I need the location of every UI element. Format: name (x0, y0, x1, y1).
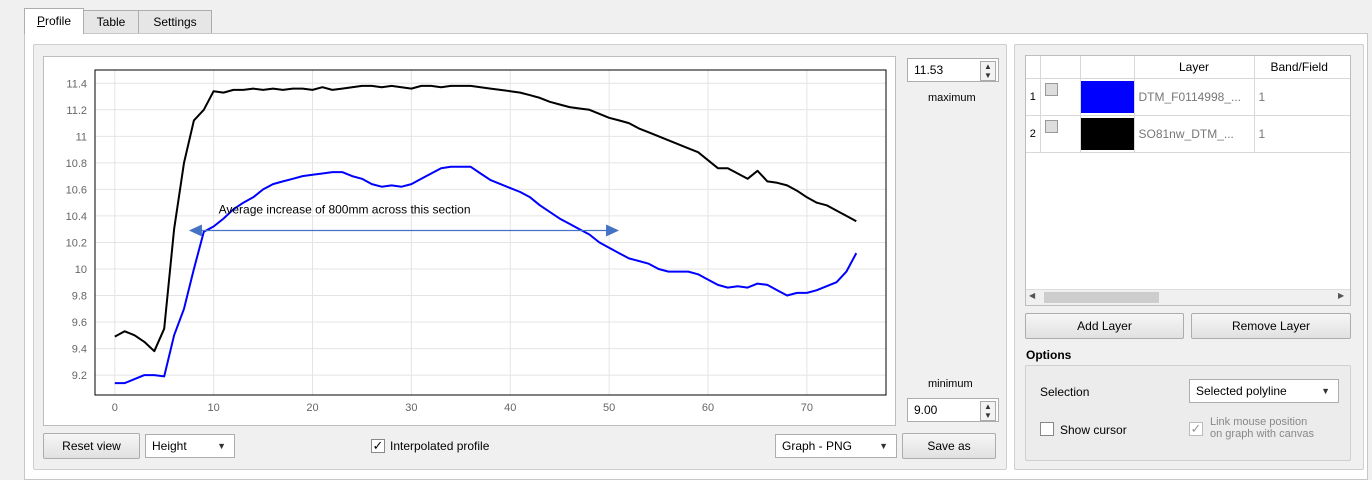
y-tick-label: 9.6 (72, 317, 87, 329)
layer-color-swatch[interactable] (1080, 81, 1134, 113)
x-tick-label: 20 (306, 402, 318, 414)
selection-label: Selection (1040, 385, 1090, 399)
selection-combo[interactable]: Selected polyline ▼ (1189, 379, 1339, 403)
y-tick-label: 9.8 (72, 291, 87, 303)
y-tick-label: 10.4 (66, 211, 87, 223)
link-mouse-label: Link mouse position on graph with canvas (1210, 416, 1314, 440)
header-color (1079, 56, 1135, 79)
y-tick-label: 11.4 (66, 78, 87, 90)
interpolated-profile-label: Interpolated profile (390, 439, 490, 453)
header-corner (1026, 56, 1041, 79)
visibility-checkbox[interactable] (1044, 83, 1058, 96)
row-index: 2 (1026, 115, 1041, 153)
spin-arrows-icon[interactable]: ▲ ▼ (980, 401, 996, 421)
horizontal-scrollbar[interactable]: ◀ ▶ (1026, 289, 1350, 305)
tab-profile[interactable]: Profile (24, 8, 84, 34)
x-tick-label: 0 (112, 402, 118, 414)
visibility-cell (1039, 78, 1081, 116)
checkmark-icon: ✓ (1190, 421, 1202, 436)
remove-layer-button[interactable]: Remove Layer (1191, 313, 1351, 339)
height-combo-value: Height (152, 439, 187, 453)
scroll-right-icon[interactable]: ▶ (1338, 291, 1345, 300)
y-tick-label: 10.2 (66, 237, 87, 249)
row-index: 1 (1026, 78, 1041, 116)
scroll-left-icon[interactable]: ◀ (1029, 291, 1036, 300)
visibility-cell (1039, 115, 1081, 153)
options-title: Options (1026, 348, 1072, 362)
maximum-label: maximum (928, 92, 976, 104)
x-tick-label: 30 (405, 402, 417, 414)
layer-name: SO81nw_DTM_... (1133, 115, 1255, 153)
y-tick-label: 10 (75, 264, 87, 276)
interpolated-profile-checkbox[interactable]: ✓ (371, 439, 385, 453)
color-cell[interactable] (1079, 115, 1135, 153)
height-combo[interactable]: Height ▼ (145, 434, 235, 458)
plot-canvas[interactable]: 11.4 11.2 11 10.8 10.6 10.4 10.2 10 9.8 9.6 9.4 9.2… (43, 56, 896, 426)
y-tick-label: 9.4 (72, 344, 87, 356)
minimum-spinbox[interactable]: 9.00 ▲ ▼ (907, 398, 999, 422)
layer-row[interactable]: 2 SO81nw_DTM_... 1 (1026, 115, 1350, 153)
layer-name: DTM_F0114998_... (1133, 78, 1255, 116)
spin-arrows-icon[interactable]: ▲ ▼ (980, 61, 996, 81)
plot-frame (94, 69, 887, 396)
show-cursor-checkbox[interactable] (1040, 422, 1054, 436)
tab-table-label: Table (96, 15, 126, 29)
chevron-down-icon: ▼ (1321, 386, 1330, 396)
series-blue-line (114, 165, 858, 385)
checkmark-icon: ✓ (372, 438, 384, 453)
tab-profile-mnemonic: P (36, 14, 45, 28)
y-tick-label: 11 (76, 131, 87, 143)
visibility-checkbox[interactable] (1044, 120, 1058, 133)
selection-combo-value: Selected polyline (1196, 384, 1287, 398)
y-tick-label: 9.2 (72, 370, 87, 382)
link-mouse-line1: Link mouse position (1210, 416, 1308, 428)
export-format-value: Graph - PNG (782, 439, 853, 453)
annotation-text: Average increase of 800mm across this se… (219, 202, 471, 216)
x-tick-label: 70 (801, 402, 813, 414)
profile-plot[interactable]: 11.4 11.2 11 10.8 10.6 10.4 10.2 10 9.8 9.6 9.4 9.2… (43, 56, 896, 426)
maximum-value: 11.53 (914, 63, 944, 77)
maximum-spinbox[interactable]: 11.53 ▲ ▼ (907, 58, 999, 82)
link-mouse-checkbox[interactable]: ✓ (1189, 422, 1203, 436)
export-format-combo[interactable]: Graph - PNG ▼ (775, 434, 897, 458)
header-band-field[interactable]: Band/Field (1253, 56, 1350, 79)
reset-view-button[interactable]: Reset view (43, 433, 140, 459)
link-mouse-line2: on graph with canvas (1210, 428, 1314, 440)
arrow-right-icon (606, 224, 620, 237)
header-layer[interactable]: Layer (1133, 56, 1255, 79)
tab-profile-label: rofile (45, 14, 72, 28)
x-tick-label: 40 (504, 402, 516, 414)
tab-settings-label: Settings (153, 15, 197, 29)
x-tick-label: 50 (603, 402, 615, 414)
show-cursor-label: Show cursor (1060, 423, 1127, 437)
scrollbar-thumb[interactable] (1044, 292, 1159, 303)
save-as-button[interactable]: Save as (902, 433, 996, 459)
layer-row[interactable]: 1 DTM_F0114998_... 1 (1026, 78, 1350, 116)
x-tick-label: 10 (208, 402, 220, 414)
minimum-label: minimum (928, 378, 973, 390)
x-tick-label: 60 (702, 402, 714, 414)
header-visibility (1039, 56, 1081, 79)
chevron-down-icon: ▼ (879, 441, 888, 451)
arrow-left-icon (188, 224, 202, 237)
chevron-down-icon: ▼ (217, 441, 226, 451)
y-tick-label: 10.8 (66, 158, 87, 170)
layers-table-view: Layer Band/Field 1 DTM_F0114998_... 1 2 … (1025, 55, 1351, 306)
add-layer-button[interactable]: Add Layer (1025, 313, 1184, 339)
layer-band: 1 (1253, 115, 1350, 153)
y-tick-label: 11.2 (66, 105, 87, 117)
y-tick-label: 10.6 (66, 184, 87, 196)
layer-color-swatch[interactable] (1080, 118, 1134, 150)
series-black-line (114, 84, 857, 353)
tab-table[interactable]: Table (83, 10, 139, 33)
layer-band: 1 (1253, 78, 1350, 116)
minimum-value: 9.00 (914, 403, 938, 417)
tab-settings[interactable]: Settings (138, 10, 212, 33)
color-cell[interactable] (1079, 78, 1135, 116)
